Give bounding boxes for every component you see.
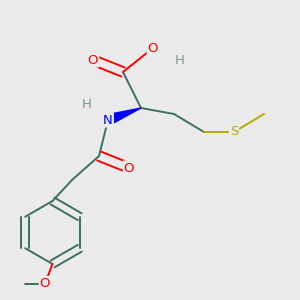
Text: H: H (175, 53, 185, 67)
Text: O: O (148, 41, 158, 55)
Text: S: S (230, 125, 238, 139)
Text: O: O (124, 161, 134, 175)
Text: O: O (88, 53, 98, 67)
Polygon shape (106, 108, 141, 125)
Text: H: H (82, 98, 92, 112)
Text: N: N (103, 113, 113, 127)
Text: O: O (40, 277, 50, 290)
